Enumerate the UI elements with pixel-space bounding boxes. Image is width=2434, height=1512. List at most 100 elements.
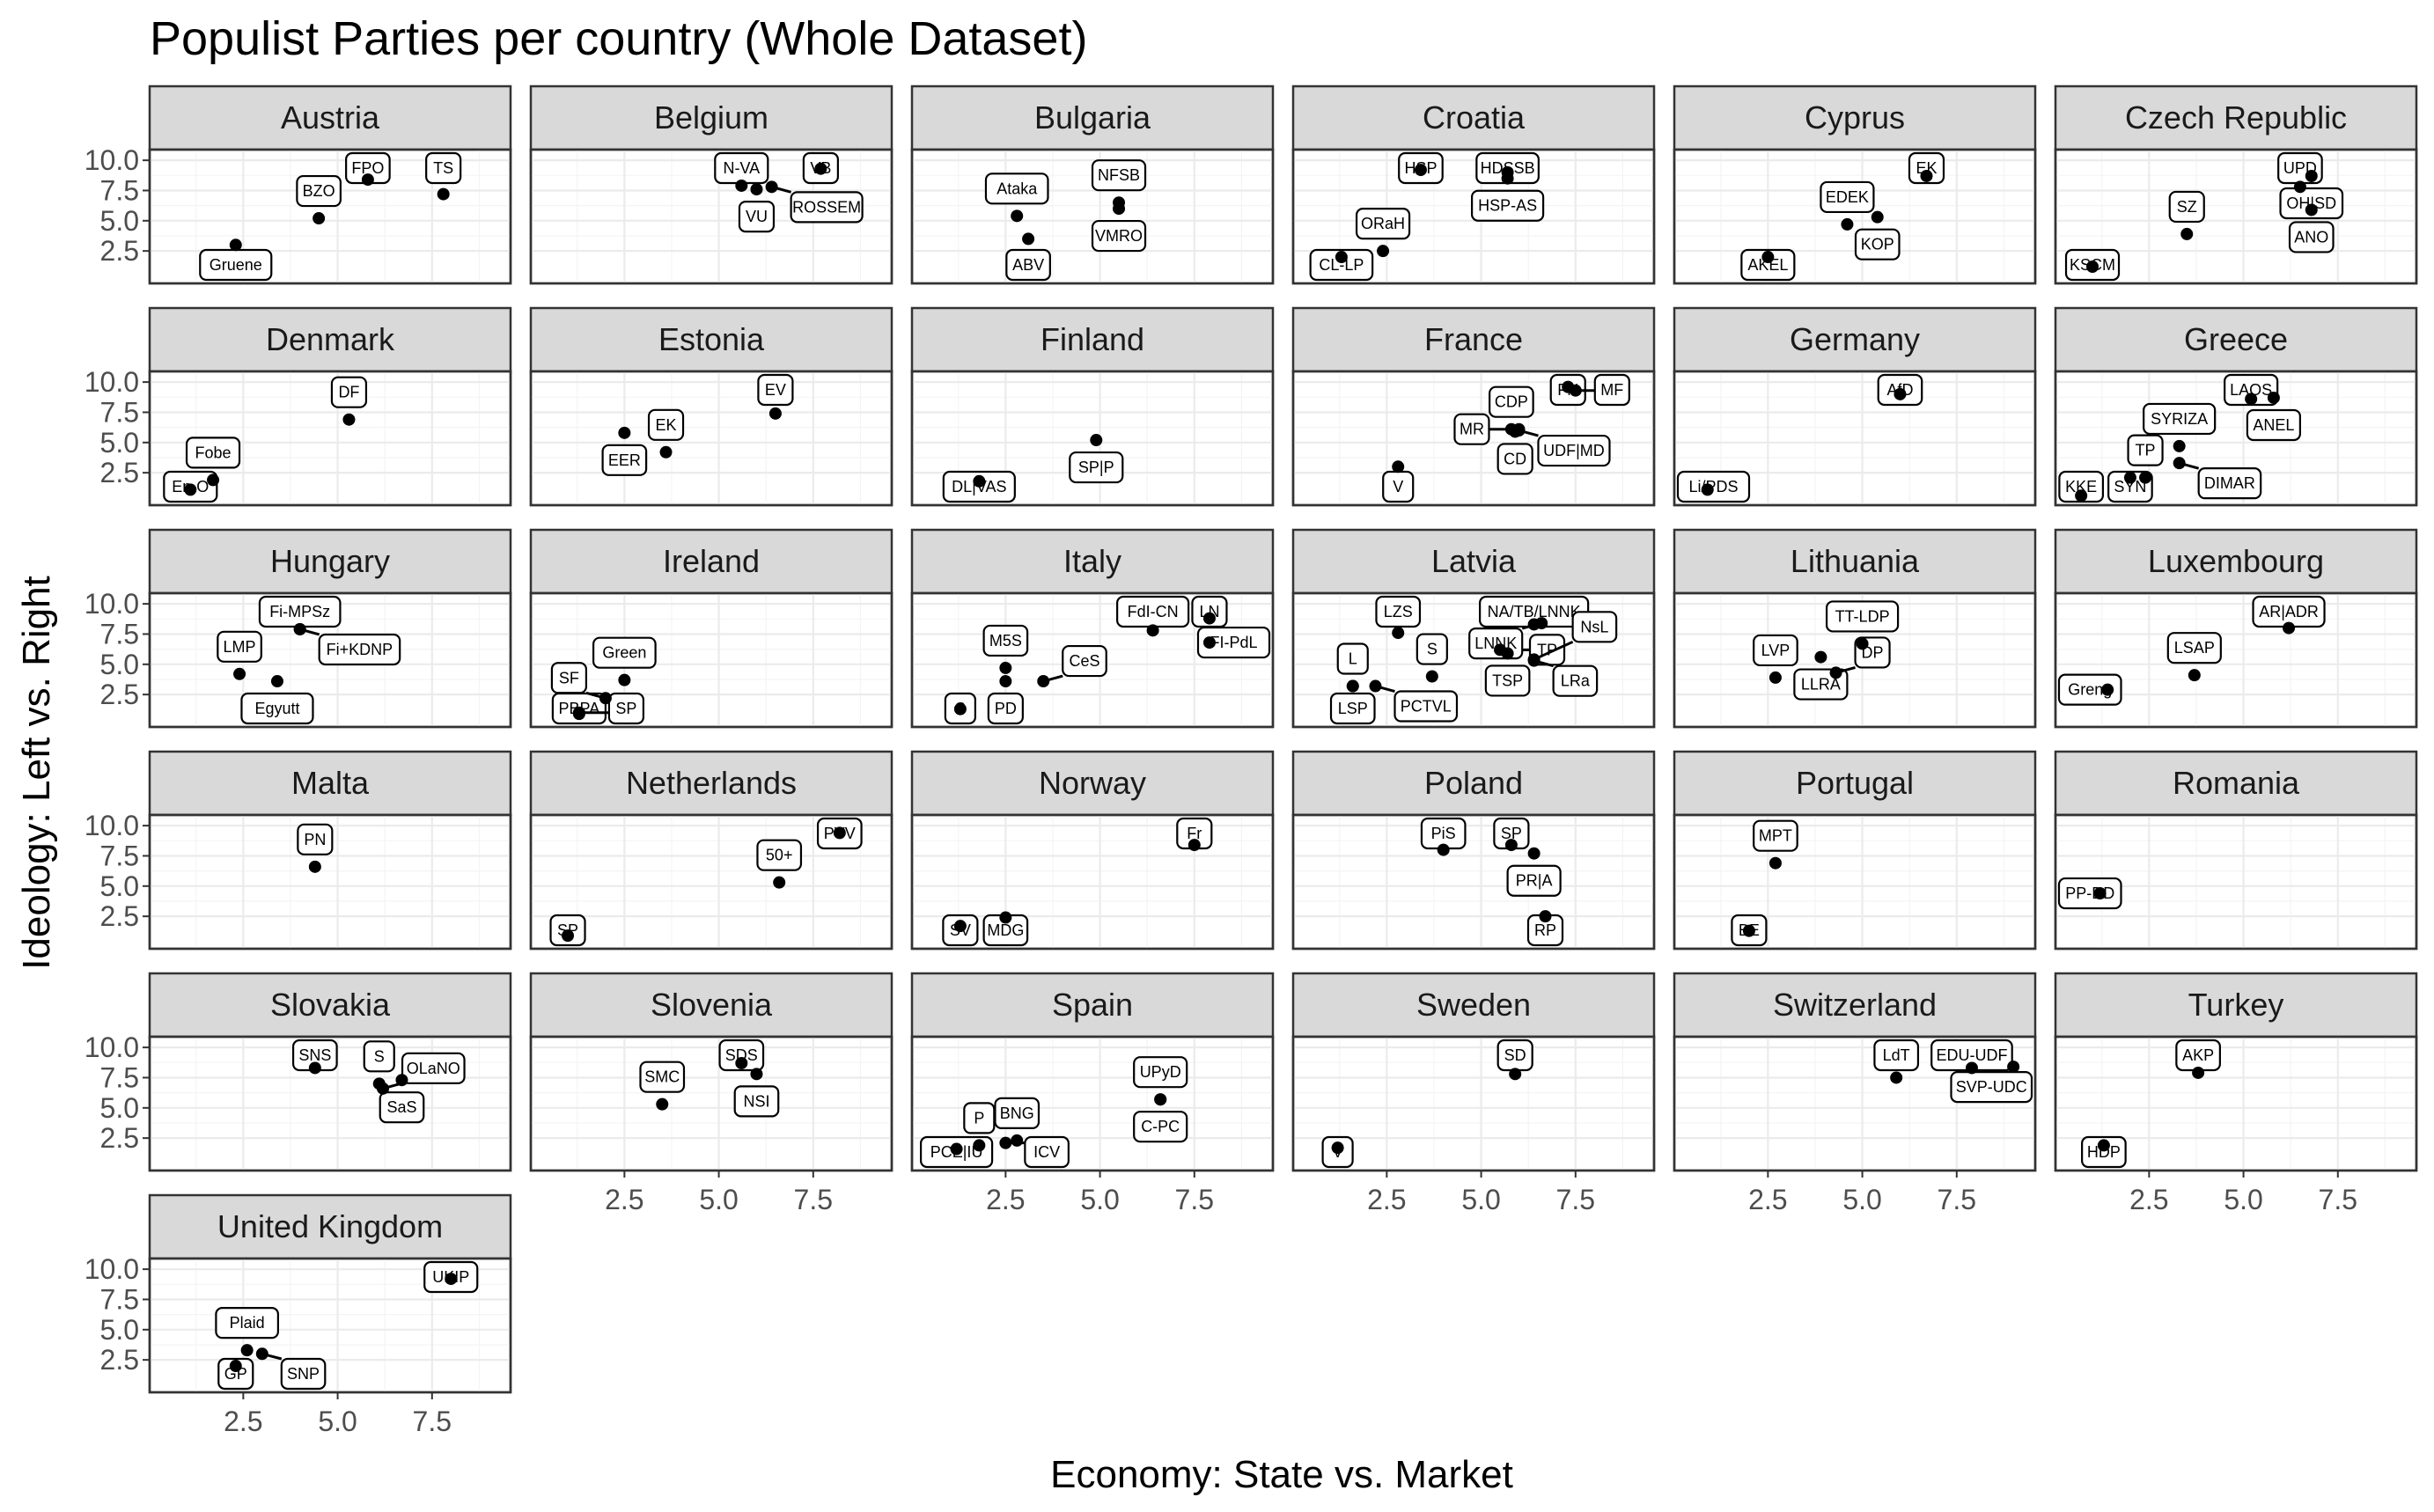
data-point-ano [2305,203,2318,217]
label-box [1825,600,1900,633]
strip-label-spain: Spain [1052,987,1133,1023]
point-label-sds: SDS [725,1046,758,1064]
label-box [1453,413,1490,445]
point-label-na-tb-lnnk: NA/TB/LNNK [1488,603,1581,620]
point-label-smc: SMC [644,1068,680,1086]
data-point-fpo [361,173,374,187]
gridlines [1674,1037,2035,1171]
label-box [1489,385,1534,418]
panel-netherlands: NetherlandsSP50+PVV [529,750,893,951]
x-tick-label: 5.0 [318,1406,357,1437]
label-box [1309,248,1374,282]
x-tick-label: 7.5 [2319,1184,2357,1215]
panel-turkey: Turkey 2.5 5.0 7.5 HDP AKP [2054,972,2418,1215]
panel-border [529,370,893,507]
label-box [639,1061,686,1093]
point-label-s: S [1427,641,1438,658]
point-label-pctvl: PCTVL [1401,698,1452,716]
gridlines [1293,1037,1654,1171]
point-label-laos: LAOS [2230,381,2272,399]
x-tick-label: 5.0 [1842,1184,1881,1215]
data-point-ukip [445,1273,458,1286]
gridlines [1674,593,2035,727]
panel-portugal: PortugalBEMPT [1673,750,2037,951]
data-point-p [973,1139,986,1152]
x-tick-label: 7.5 [1175,1184,1214,1215]
strip-hungary [148,528,512,595]
label-box [1355,208,1411,240]
x-tick-label: 5.0 [699,1184,738,1215]
panel-lithuania: Lithuania LVP LLRA TT-LDP DP [1673,528,2037,729]
panel-border [1291,1035,1656,1172]
data-point-orah [1377,245,1390,258]
data-point-ek [1920,169,1933,182]
point-labels: AKEL EDEK KOP EK [1740,151,1945,282]
point-label-bzo: BZO [303,182,335,200]
x-tick-label: 2.5 [986,1184,1025,1215]
panel-border [1291,813,1656,951]
point-label-df: DF [338,384,359,401]
strip-label-norway: Norway [1039,765,1146,801]
strip-greece [2054,306,2418,373]
data-point-pp-dd [2093,887,2107,900]
data-point-fdi-cn [1146,624,1159,637]
panel-border [2054,1035,2418,1172]
data-point-smc [656,1097,669,1111]
point-label-rossem: ROSSEM [792,198,861,216]
y-axis-title: Ideology: Left vs. Right [15,576,58,970]
point-label-udf-md: UDF|MD [1543,442,1605,459]
x-tick-label: 2.5 [1748,1184,1787,1215]
point-label-sp-p: SP|P [1078,459,1114,476]
data-point-kscm [2086,261,2099,274]
y-tick-label: 2.5 [100,1122,139,1154]
y-tick-label: 10.0 [85,1031,139,1063]
point-label-pd: PD [995,700,1017,717]
x-tick-label: 7.5 [1556,1184,1595,1215]
panel-border [148,591,512,729]
point-label-s: S [374,1047,385,1065]
strip-label-portugal: Portugal [1796,765,1914,801]
point-label-ataka: Ataka [996,180,1038,197]
label-box [1024,1135,1070,1169]
data-point-pvv [833,826,846,840]
point-label-ces: CeS [1069,652,1099,670]
data-point-plaid [240,1344,254,1357]
panel-border [1673,591,2037,729]
strip-sweden [1291,972,1656,1039]
point-label-fi-pdl: FI-PdL [1210,634,1257,651]
point-label-sf: SF [559,669,579,686]
data-point-v [1331,1141,1344,1155]
x-tick-label: 2.5 [224,1406,262,1437]
gridlines [531,1037,892,1171]
label-box [1069,451,1124,484]
plot-area-portugal [1673,813,2037,951]
data-point-pr-a [1527,847,1541,860]
point-label-dimar: DIMAR [2204,474,2255,492]
panel-slovenia: Slovenia 2.5 5.0 7.5 SMC SDS NSI [529,972,893,1215]
strip-label-united-kingdom: United Kingdom [217,1208,443,1244]
panel-greece: Greece KKE SYN TP LAOS ANEL DIMAR SYRIZA [2054,306,2418,507]
strip-switzerland [1673,972,2037,1039]
label-box [1336,642,1369,675]
point-label-pr-a: PR|A [1516,872,1553,890]
data-point-li-pds [1701,483,1714,496]
panel-ireland: IrelandPBPASPGreenSF [529,528,893,729]
label-box [601,444,648,476]
data-point-ek [659,445,673,459]
data-point-mdg [999,911,1012,924]
point-label-mr: MR [1460,421,1484,438]
panel-border [148,813,512,951]
label-box [1091,159,1147,192]
point-label-kke: KKE [2065,478,2097,495]
data-point-pd [999,675,1012,688]
data-point-oh-sd [2305,169,2318,182]
data-point-sv [953,920,967,933]
label-box [217,1357,254,1391]
y-tick-label: 2.5 [100,900,139,932]
strip-slovenia [529,972,893,1039]
